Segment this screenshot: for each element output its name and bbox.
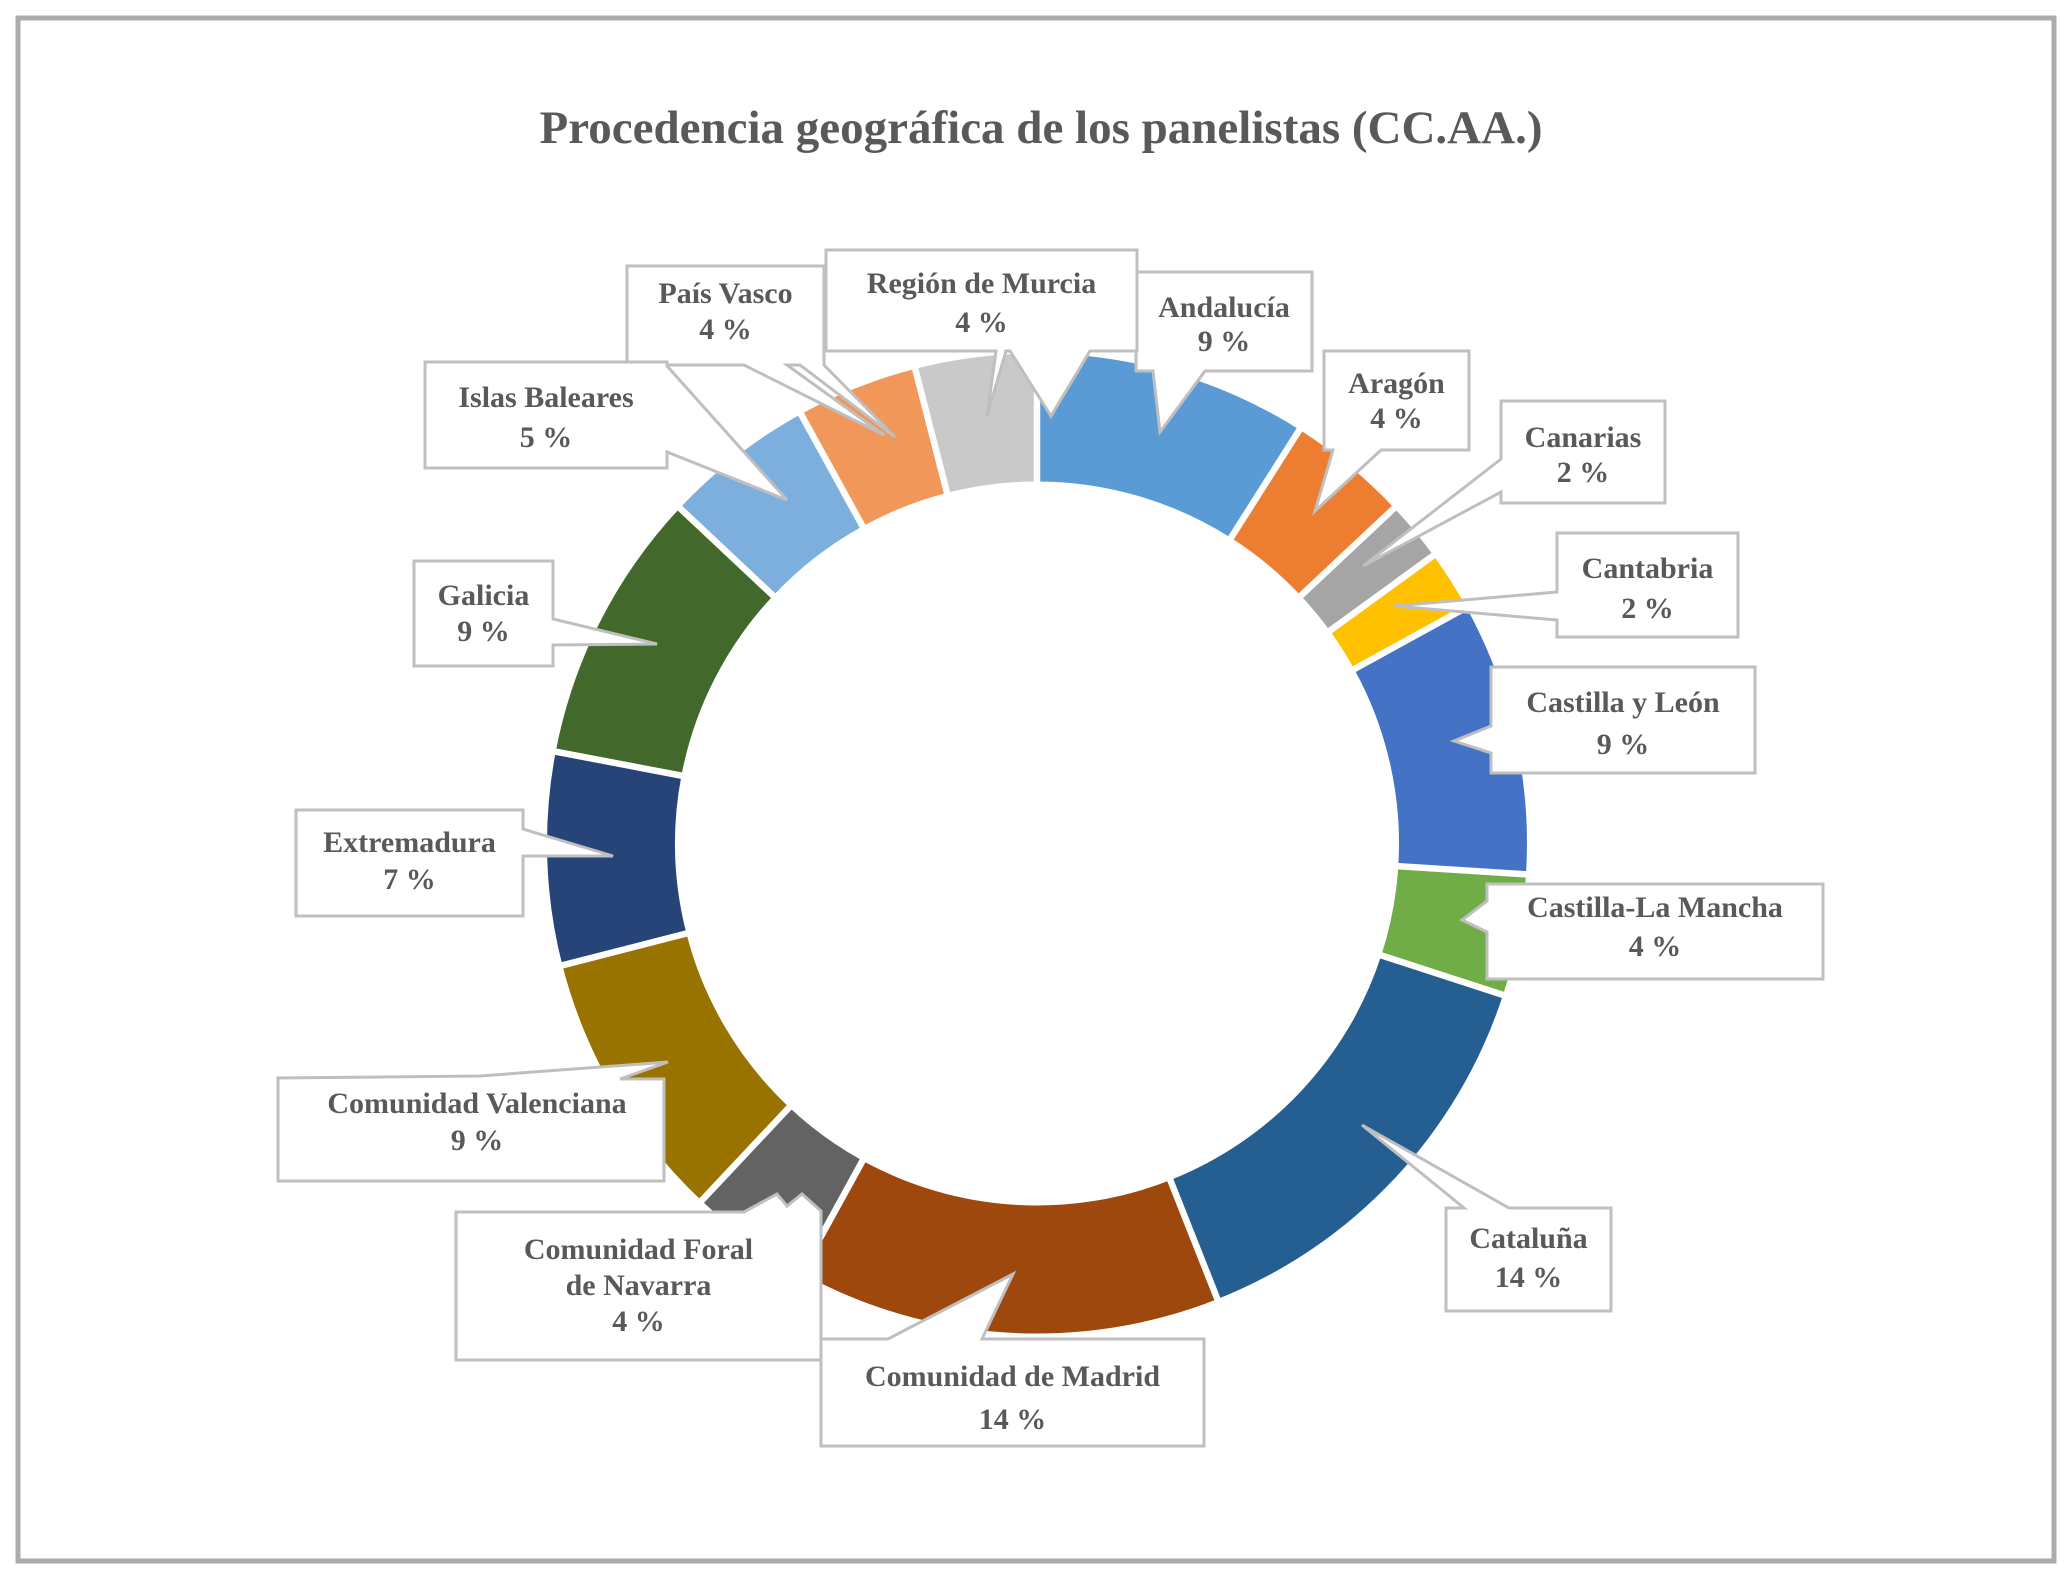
svg-text:4 %: 4 %	[1370, 402, 1423, 435]
svg-text:Canarias: Canarias	[1525, 421, 1642, 454]
svg-text:7 %: 7 %	[383, 863, 436, 896]
svg-text:2 %: 2 %	[1621, 592, 1674, 625]
svg-text:Andalucía: Andalucía	[1158, 291, 1290, 324]
svg-text:5 %: 5 %	[520, 421, 573, 454]
svg-text:Procedencia geográfica de los: Procedencia geográfica de los panelistas…	[540, 102, 1543, 154]
svg-text:Cantabria: Cantabria	[1582, 552, 1714, 585]
svg-text:Región de Murcia: Región de Murcia	[867, 267, 1096, 300]
svg-text:9 %: 9 %	[1198, 325, 1251, 358]
svg-text:9 %: 9 %	[457, 615, 510, 648]
svg-text:4 %: 4 %	[1629, 930, 1682, 963]
svg-text:Comunidad Foral: Comunidad Foral	[524, 1233, 753, 1266]
svg-text:2 %: 2 %	[1557, 456, 1610, 489]
svg-text:Castilla-La Mancha: Castilla-La Mancha	[1527, 891, 1783, 924]
svg-text:4 %: 4 %	[955, 306, 1008, 339]
svg-text:Castilla y León: Castilla y León	[1526, 686, 1720, 719]
svg-text:Islas Baleares: Islas Baleares	[458, 381, 633, 414]
svg-text:14 %: 14 %	[1495, 1261, 1563, 1294]
svg-text:4 %: 4 %	[612, 1305, 665, 1338]
svg-text:9 %: 9 %	[451, 1124, 504, 1157]
svg-text:País Vasco: País Vasco	[658, 277, 792, 310]
svg-text:Comunidad de Madrid: Comunidad de Madrid	[865, 1360, 1160, 1393]
svg-text:Extremadura: Extremadura	[323, 826, 496, 859]
svg-text:9 %: 9 %	[1597, 728, 1650, 761]
svg-text:Galicia: Galicia	[438, 579, 530, 612]
svg-text:Comunidad Valenciana: Comunidad Valenciana	[327, 1087, 626, 1120]
svg-text:de Navarra: de Navarra	[566, 1269, 712, 1302]
svg-text:Aragón: Aragón	[1348, 367, 1445, 400]
svg-text:4 %: 4 %	[699, 313, 752, 346]
svg-text:14 %: 14 %	[979, 1403, 1047, 1436]
svg-text:Cataluña: Cataluña	[1469, 1222, 1587, 1255]
